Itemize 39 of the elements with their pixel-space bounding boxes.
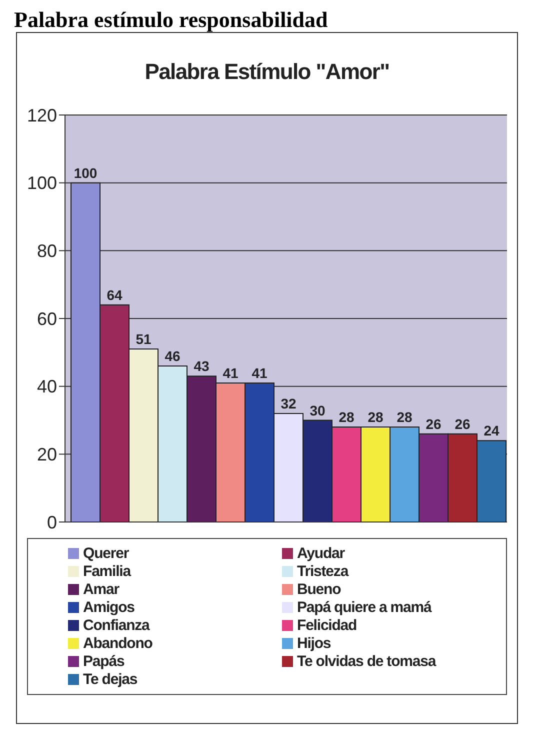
data-label: 32 [280,395,296,412]
data-label: 41 [252,364,268,381]
legend-label: Bueno [297,581,341,598]
y-tick-label: 20 [36,444,57,465]
legend-label: Felicidad [297,617,357,634]
text: Palabra estímulo responsabilidad [14,7,329,32]
data-label: 26 [426,416,442,432]
data-label: 41 [222,364,238,381]
legend-label: Papá quiere a mamá [297,599,432,616]
data-label: 30 [310,402,326,418]
legend-label: Papás [83,653,124,670]
data-label: 28 [368,409,384,426]
y-tick-label: 0 [46,512,57,532]
data-label: 24 [484,422,500,439]
data-label: 43 [194,358,210,374]
legend-label: Querer [83,545,129,562]
legend-label: Te dejas [83,671,138,688]
data-label: 46 [164,348,180,364]
legend-label: Ayudar [297,545,345,562]
y-tick-label: 80 [36,241,57,262]
legend-label: Abandono [83,635,152,652]
legend-label: Amigos [83,599,134,616]
data-label: 26 [454,416,470,432]
data-label: 100 [74,164,98,181]
y-tick-label: 120 [26,105,57,126]
data-label: 28 [338,409,354,426]
y-tick-label: 60 [36,308,57,329]
legend-label: Hijos [297,635,331,652]
chart-title: Palabra Estímulo "Amor" [144,59,390,85]
y-tick-label: 100 [26,173,57,194]
legend-label: Familia [83,563,130,580]
y-tick-label: 40 [36,376,57,397]
data-label: 64 [106,286,122,303]
legend-label: Te olvidas de tomasa [297,653,436,670]
legend-label: Tristeza [297,563,348,580]
legend-label: Amar [83,581,119,598]
data-label: 51 [136,331,152,348]
legend-label: Confianza [83,617,150,634]
data-label: 28 [396,409,412,426]
